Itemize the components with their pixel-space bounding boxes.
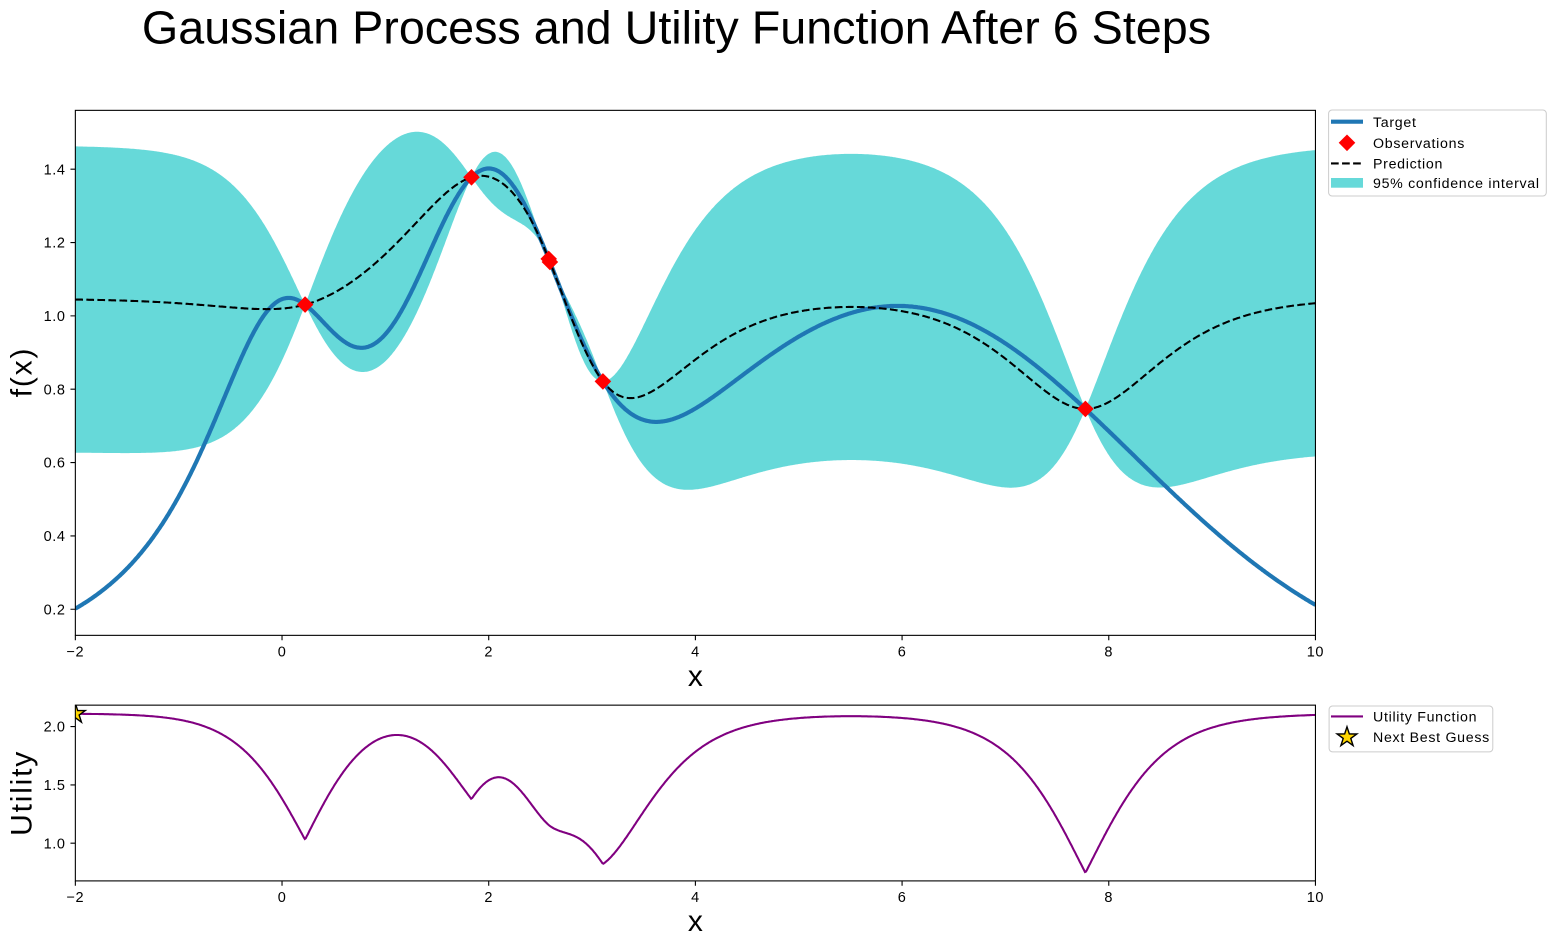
svg-text:Observations: Observations — [1373, 136, 1465, 152]
svg-text:2: 2 — [484, 890, 493, 906]
svg-text:8: 8 — [1104, 890, 1113, 906]
svg-text:1.2: 1.2 — [44, 236, 66, 252]
svg-text:Gaussian Process and Utility F: Gaussian Process and Utility Function Af… — [142, 2, 1211, 54]
svg-text:Next Best Guess: Next Best Guess — [1373, 730, 1490, 746]
svg-text:f(x): f(x) — [6, 347, 39, 398]
svg-text:95% confidence interval: 95% confidence interval — [1373, 176, 1540, 192]
svg-text:0.8: 0.8 — [44, 382, 66, 398]
svg-text:10: 10 — [1307, 890, 1324, 906]
svg-text:10: 10 — [1307, 644, 1324, 660]
svg-text:Target: Target — [1373, 115, 1417, 131]
svg-text:−2: −2 — [66, 644, 84, 660]
svg-text:0: 0 — [278, 890, 287, 906]
svg-text:4: 4 — [691, 890, 700, 906]
svg-text:6: 6 — [898, 644, 907, 660]
svg-text:x: x — [688, 660, 703, 693]
svg-text:0.6: 0.6 — [44, 456, 66, 472]
svg-text:2: 2 — [484, 644, 493, 660]
svg-text:1.0: 1.0 — [44, 836, 66, 852]
svg-text:0.4: 0.4 — [44, 529, 66, 545]
svg-text:1.5: 1.5 — [44, 778, 66, 794]
svg-text:2.0: 2.0 — [44, 720, 66, 736]
svg-text:Prediction: Prediction — [1373, 157, 1443, 173]
svg-text:Utility: Utility — [6, 750, 39, 836]
svg-text:4: 4 — [691, 644, 700, 660]
svg-text:6: 6 — [898, 890, 907, 906]
svg-text:0.2: 0.2 — [44, 602, 66, 618]
svg-text:Utility Function: Utility Function — [1373, 709, 1477, 725]
svg-text:1.4: 1.4 — [44, 162, 66, 178]
svg-text:x: x — [688, 905, 703, 938]
svg-text:0: 0 — [278, 644, 287, 660]
svg-text:−2: −2 — [66, 890, 84, 906]
svg-text:1.0: 1.0 — [44, 309, 66, 325]
svg-text:8: 8 — [1104, 644, 1113, 660]
